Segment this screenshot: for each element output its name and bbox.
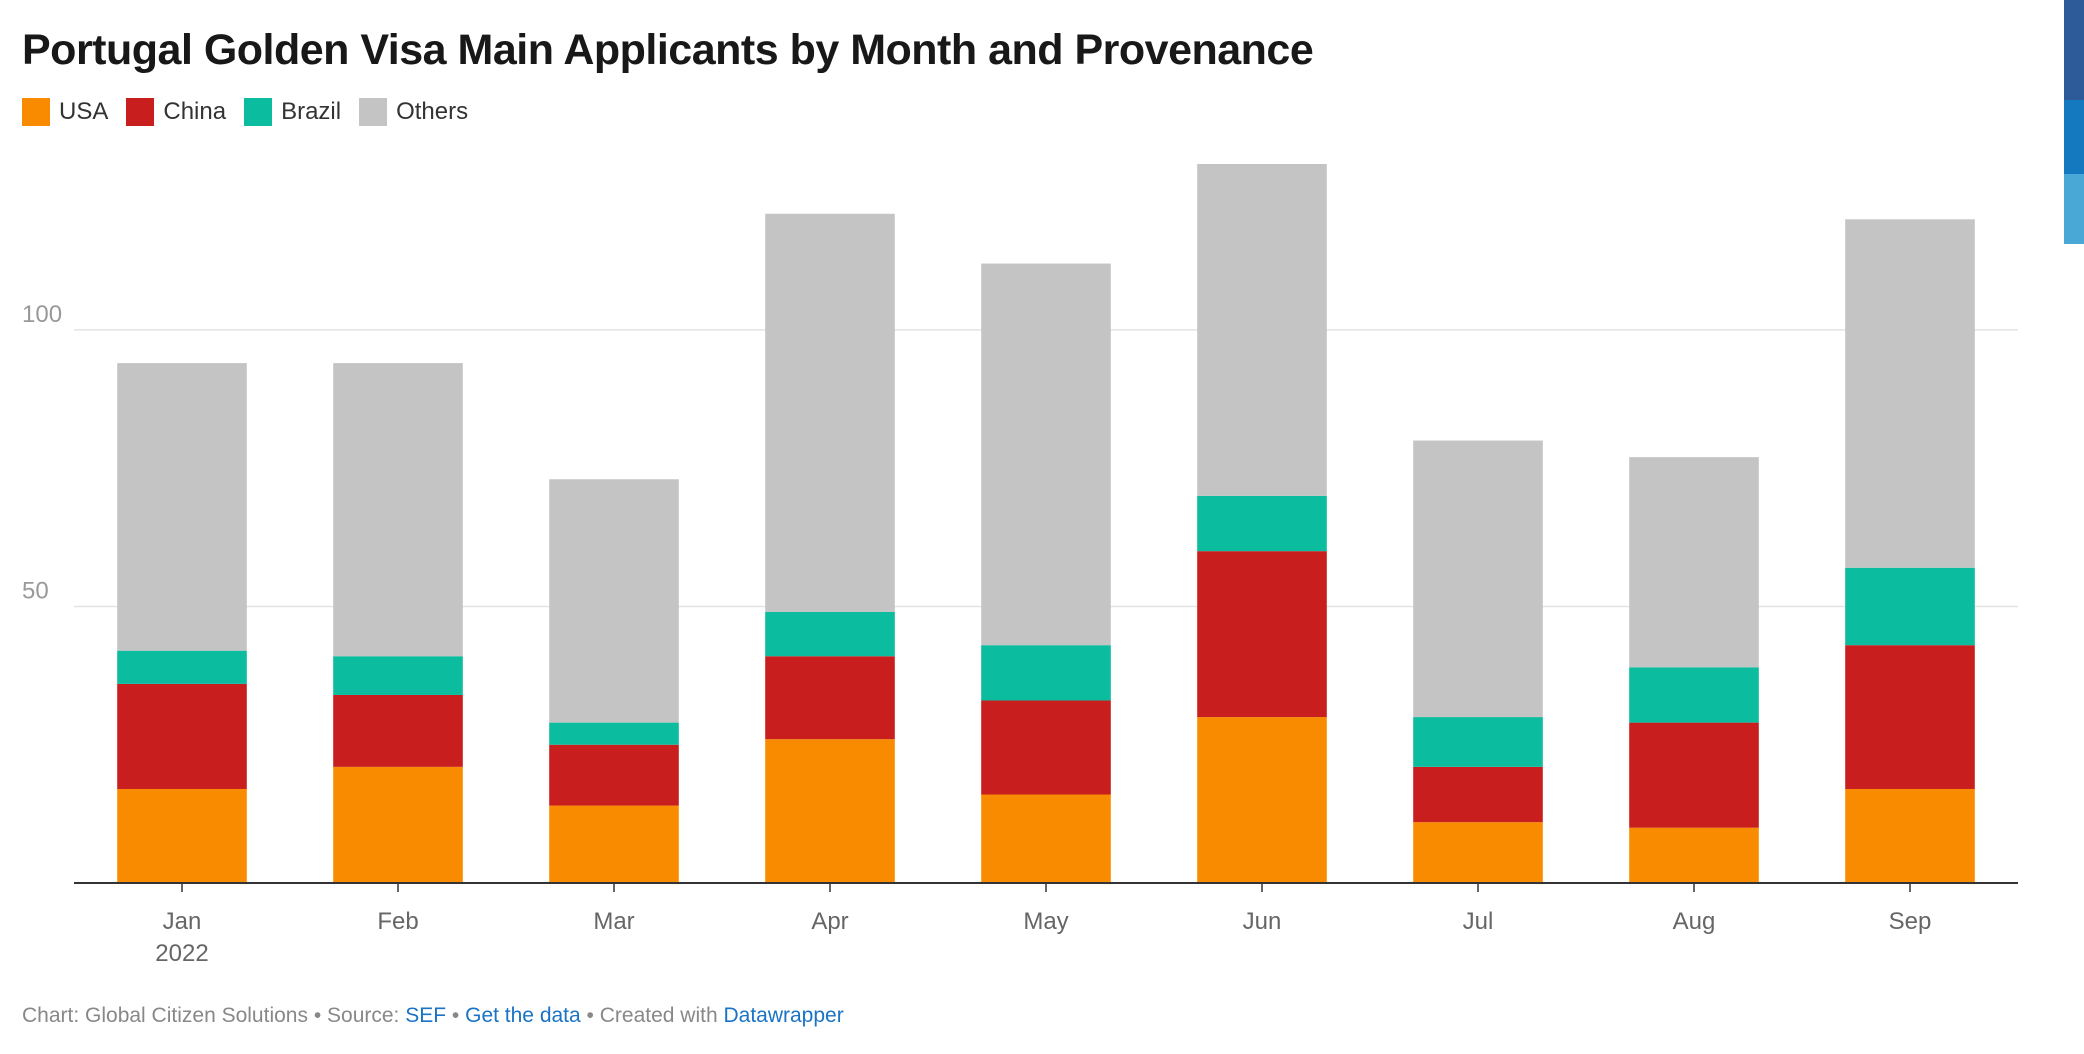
legend-swatch-others	[359, 98, 388, 126]
bar-segment-others	[117, 363, 247, 651]
bar-segment-others	[1845, 219, 1975, 568]
bar-segment-others	[765, 213, 895, 612]
legend-label-brazil: Brazil	[281, 98, 342, 125]
bar-segment-brazil	[1845, 567, 1975, 646]
chart-footer: Chart: Global Citizen Solutions • Source…	[22, 1004, 844, 1028]
bar-segment-china	[549, 744, 679, 806]
bar-segment-china	[765, 656, 895, 740]
bar-segment-usa	[765, 739, 895, 883]
x-tick-label: Mar	[593, 908, 634, 935]
bar-segment-usa	[981, 794, 1111, 883]
bar-segment-brazil	[981, 645, 1111, 701]
bar-segment-brazil	[1629, 667, 1759, 723]
side-strip-segment-1	[2064, 0, 2084, 100]
bar-segment-others	[1413, 440, 1543, 718]
bar-segment-usa	[1845, 788, 1975, 883]
side-strip-segment-3	[2064, 174, 2084, 244]
bar-segment-brazil	[1413, 717, 1543, 767]
legend-item-usa: USA	[22, 98, 108, 126]
bar-segment-others	[1197, 164, 1327, 496]
x-year-label: 2022	[155, 940, 208, 967]
bar-segment-china	[1845, 645, 1975, 789]
bar-segment-others	[333, 363, 463, 657]
legend-label-others: Others	[396, 98, 469, 125]
x-tick-label: May	[1023, 908, 1068, 935]
source-link[interactable]: SEF	[405, 1004, 447, 1027]
x-tick-label: Sep	[1889, 908, 1932, 935]
x-tick-label: Feb	[377, 908, 418, 935]
side-strip-segment-2	[2064, 100, 2084, 174]
bar-segment-china	[1629, 722, 1759, 828]
bar-segment-brazil	[765, 611, 895, 657]
bar-segment-usa	[1629, 827, 1759, 883]
bar-segment-usa	[1197, 717, 1327, 883]
bar-segment-brazil	[333, 656, 463, 695]
x-tick-label: Apr	[811, 908, 848, 935]
bar-segment-usa	[1413, 822, 1543, 883]
footer-separator: •	[580, 1004, 600, 1027]
legend-label-china: China	[163, 98, 227, 125]
bar-segment-others	[1629, 457, 1759, 668]
bar-segment-china	[117, 683, 247, 789]
chart-title: Portugal Golden Visa Main Applicants by …	[22, 26, 1314, 74]
source-label: Source:	[327, 1004, 406, 1027]
x-tick-label: Jul	[1463, 908, 1494, 935]
bar-segment-china	[333, 694, 463, 767]
datawrapper-link[interactable]: Datawrapper	[723, 1004, 844, 1027]
x-tick-label: Jun	[1243, 908, 1282, 935]
bar-segment-usa	[549, 805, 679, 883]
x-tick-label: Aug	[1673, 908, 1716, 935]
footer-separator: •	[446, 1004, 466, 1027]
legend: USA China Brazil Others	[22, 98, 486, 126]
bar-segment-usa	[333, 766, 463, 883]
legend-item-brazil: Brazil	[244, 98, 341, 126]
bar-segment-brazil	[549, 722, 679, 745]
y-tick-label: 100	[22, 301, 62, 328]
bar-segment-others	[549, 479, 679, 723]
legend-swatch-china	[126, 98, 155, 126]
bar-segment-china	[1413, 766, 1543, 823]
bar-segment-brazil	[117, 650, 247, 684]
axes: 50 100 Jan 2022 Feb Mar Apr May Jun Jul Aug Sep	[22, 301, 2018, 967]
x-tick-label: Jan	[163, 908, 202, 935]
legend-swatch-usa	[22, 98, 50, 126]
chart-credit: Chart: Global Citizen Solutions	[22, 1004, 308, 1027]
legend-swatch-brazil	[244, 98, 273, 126]
bar-segment-china	[981, 700, 1111, 795]
y-tick-label: 50	[22, 577, 49, 604]
footer-separator: •	[307, 1004, 328, 1027]
bar-segment-china	[1197, 551, 1327, 718]
legend-item-others: Others	[359, 98, 468, 126]
bar-segment-usa	[117, 788, 247, 883]
legend-label-usa: USA	[59, 98, 109, 125]
get-the-data-link[interactable]: Get the data	[465, 1004, 581, 1027]
bar-segment-brazil	[1197, 495, 1327, 552]
legend-item-china: China	[126, 98, 226, 126]
bars	[117, 164, 1975, 883]
bar-segment-others	[981, 263, 1111, 646]
created-with-label: Created with	[599, 1004, 724, 1027]
